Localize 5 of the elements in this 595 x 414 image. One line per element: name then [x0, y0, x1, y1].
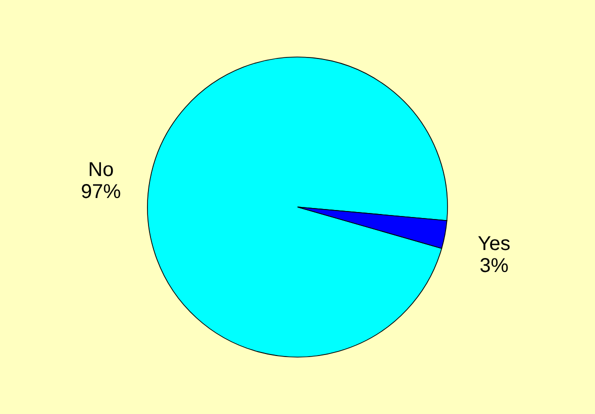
slice-label: Yes — [478, 232, 510, 255]
slice-label: No — [88, 159, 114, 182]
pie-slice — [147, 56, 448, 358]
data-label: 3% — [480, 254, 509, 277]
data-label: 97% — [80, 181, 122, 204]
